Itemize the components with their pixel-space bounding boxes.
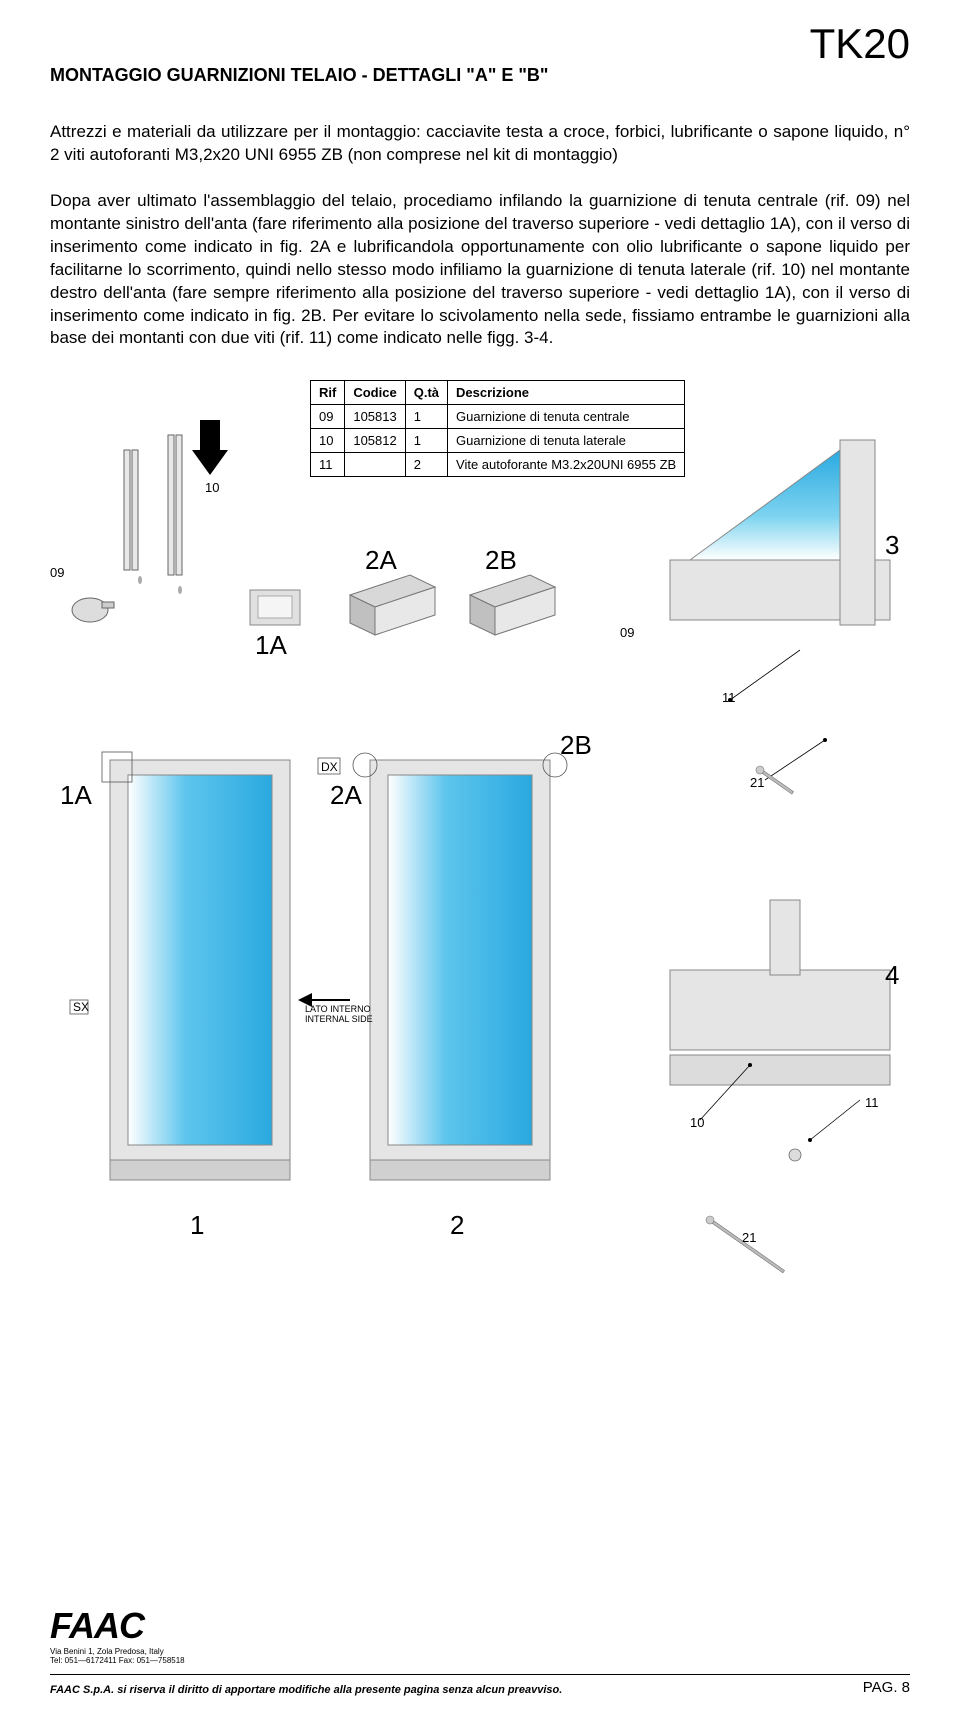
logo-block: FAAC Via Benini 1, Zola Predosa, Italy T… bbox=[50, 1605, 185, 1666]
label-dx: DX bbox=[321, 760, 338, 774]
label-1: 1 bbox=[190, 1210, 204, 1241]
logo-addr1: Via Benini 1, Zola Predosa, Italy bbox=[50, 1647, 185, 1657]
label-2a-mid: 2A bbox=[330, 780, 362, 811]
page-title: MONTAGGIO GUARNIZIONI TELAIO - DETTAGLI … bbox=[50, 65, 910, 86]
callout-11a: 11 bbox=[722, 690, 736, 705]
footer-notice: FAAC S.p.A. si riserva il diritto di app… bbox=[50, 1684, 562, 1696]
label-2a-top: 2A bbox=[365, 545, 397, 576]
label-1a-top: 1A bbox=[255, 630, 287, 661]
callout-21b: 21 bbox=[742, 1230, 756, 1245]
figures-area: Rif Codice Q.tà Descrizione 091058131Gua… bbox=[50, 380, 910, 1340]
callout-09a: 09 bbox=[50, 565, 64, 580]
callout-11b: 11 bbox=[865, 1095, 879, 1110]
label-lato-interno: LATO INTERNO INTERNAL SIDE bbox=[305, 1005, 373, 1025]
label-1a-left: 1A bbox=[60, 780, 92, 811]
figure-svg bbox=[50, 380, 910, 1340]
callout-10: 10 bbox=[205, 480, 219, 495]
label-3: 3 bbox=[885, 530, 899, 561]
label-sx: SX bbox=[73, 1000, 89, 1014]
callout-21a: 21 bbox=[750, 775, 764, 790]
label-2b-top: 2B bbox=[485, 545, 517, 576]
instruction-text: Attrezzi e materiali da utilizzare per i… bbox=[50, 121, 910, 350]
logo-addr2: Tel: 051—6172411 Fax: 051—758518 bbox=[50, 1656, 185, 1666]
footer: FAAC S.p.A. si riserva il diritto di app… bbox=[50, 1674, 910, 1696]
page-number: PAG. 8 bbox=[863, 1679, 910, 1696]
doc-code: TK20 bbox=[810, 20, 910, 68]
label-4: 4 bbox=[885, 960, 899, 991]
label-2b-mid: 2B bbox=[560, 730, 592, 761]
logo-brand: FAAC bbox=[50, 1605, 185, 1647]
label-2: 2 bbox=[450, 1210, 464, 1241]
callout-10b: 10 bbox=[690, 1115, 704, 1130]
callout-09b: 09 bbox=[620, 625, 634, 640]
